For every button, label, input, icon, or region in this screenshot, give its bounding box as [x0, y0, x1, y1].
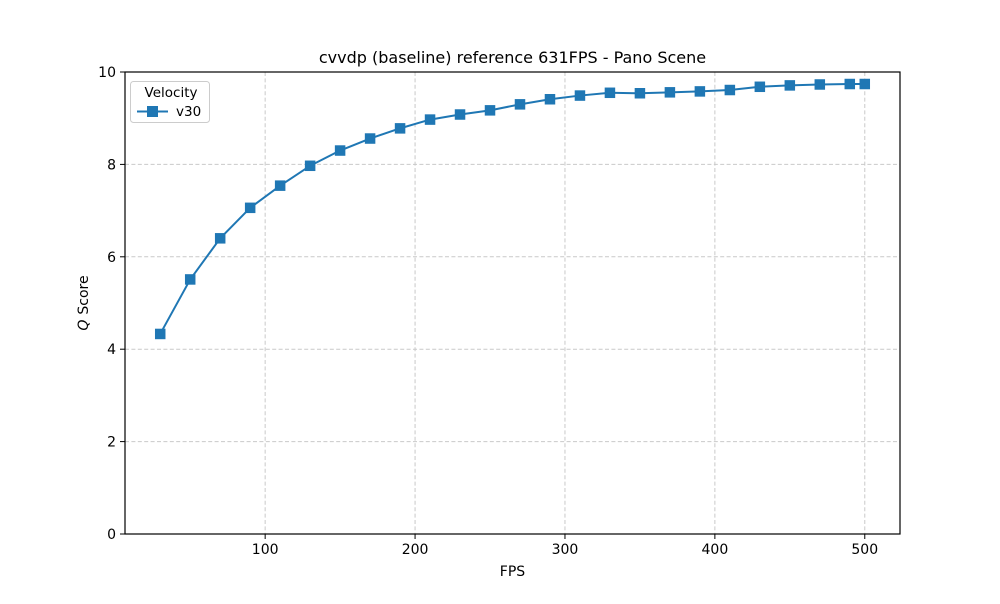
legend: Velocity v30	[130, 81, 210, 123]
y-tick-label: 0	[107, 527, 116, 543]
data-point-marker	[484, 105, 496, 116]
data-point-marker	[604, 87, 616, 99]
y-tick-label: 10	[98, 65, 116, 81]
x-tick-labels: 100 200 300 400 500	[252, 542, 878, 558]
x-axis-label: FPS	[500, 564, 525, 580]
data-point-marker	[274, 180, 286, 191]
tick-marks	[120, 71, 866, 539]
data-point-marker	[244, 202, 256, 214]
data-series	[154, 78, 871, 340]
data-point-marker	[844, 78, 856, 90]
legend-sample-marker-icon	[147, 106, 158, 117]
y-axis-label-italic: Q	[76, 320, 92, 331]
data-point-marker	[304, 160, 316, 172]
y-tick-label: 6	[107, 250, 116, 266]
chart-title: cvvdp (baseline) reference 631FPS - Pano…	[319, 48, 706, 67]
y-tick-label: 8	[107, 157, 116, 173]
data-point-marker	[514, 99, 526, 110]
data-point-marker	[724, 84, 736, 96]
data-point-marker	[694, 86, 706, 97]
data-point-marker	[754, 81, 766, 93]
y-tick-labels: 0 2 4 6 8 10	[98, 65, 116, 543]
y-axis-label: Q Score	[76, 275, 92, 330]
x-tick-label: 500	[851, 542, 878, 558]
data-point-marker	[664, 87, 676, 98]
legend-entry-label: v30	[176, 104, 201, 120]
y-tick-label: 4	[107, 342, 116, 358]
legend-title: Velocity	[145, 85, 198, 101]
data-point-marker	[154, 328, 166, 340]
y-tick-label: 2	[107, 435, 116, 451]
x-tick-label: 100	[252, 542, 279, 558]
data-point-marker	[364, 133, 376, 144]
data-point-marker	[424, 114, 436, 125]
x-tick-label: 200	[402, 542, 429, 558]
data-point-marker	[394, 123, 406, 134]
x-tick-label: 400	[702, 542, 729, 558]
x-tick-label: 300	[552, 542, 579, 558]
data-point-marker	[859, 78, 871, 90]
data-point-marker	[784, 80, 796, 91]
y-axis-label-regular: Score	[76, 275, 92, 314]
axes-frame	[124, 71, 901, 535]
data-point-marker	[634, 88, 646, 99]
data-point-marker	[814, 79, 826, 90]
plot-background	[125, 72, 900, 534]
data-point-marker	[214, 233, 226, 244]
data-point-marker	[574, 90, 586, 101]
data-point-marker	[544, 94, 556, 105]
data-point-marker	[454, 109, 466, 120]
data-point-marker	[184, 274, 196, 285]
data-point-marker	[334, 145, 346, 156]
